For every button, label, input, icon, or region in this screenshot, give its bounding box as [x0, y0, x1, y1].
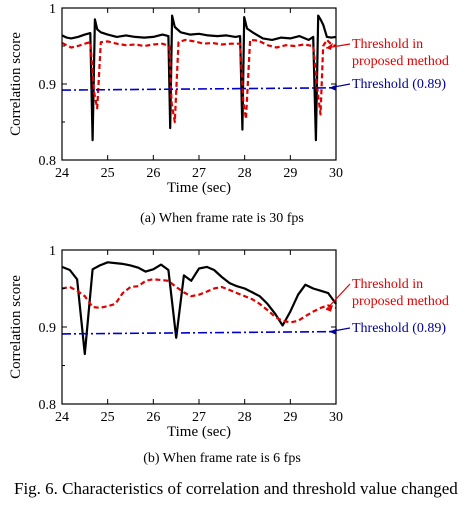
y-tick-label: 0.9	[39, 78, 57, 93]
proposed-threshold-arrowhead	[326, 304, 333, 312]
y-tick-label: 0.8	[39, 154, 57, 169]
proposed-threshold-line	[61, 38, 337, 124]
chart-a: 24 25 26 27 28 29 30 0.8 0.9 1 Time (sec) Correlati…	[8, 2, 449, 226]
fixed-threshold-line	[61, 87, 337, 91]
proposed-threshold-arrowhead	[326, 43, 333, 50]
x-tick-label: 30	[329, 166, 343, 181]
plot-frame	[61, 249, 337, 405]
x-tick-label: 28	[238, 410, 252, 425]
x-tick-label: 26	[146, 410, 160, 425]
x-tick-label: 28	[238, 166, 252, 181]
fixed-threshold-line	[61, 330, 337, 335]
x-tick-label: 30	[329, 410, 343, 425]
correlation-line	[61, 261, 337, 356]
fixed-threshold-label: Threshold (0.89)	[352, 77, 446, 92]
x-tick-label: 27	[192, 410, 206, 425]
proposed-threshold-line	[61, 278, 337, 324]
x-tick-label: 24	[55, 166, 69, 181]
x-axis-label: Time (sec)	[167, 180, 231, 196]
chart-b: 24 25 26 27 28 29 30 0.8 0.9 1 Time (sec) Correlati…	[8, 244, 449, 466]
proposed-threshold-label-line1: Threshold in	[352, 277, 423, 292]
x-tick-label: 25	[101, 166, 115, 181]
y-tick-label: 1	[49, 2, 56, 17]
subplot-caption: (a) When frame rate is 30 fps	[140, 211, 304, 226]
y-tick-label: 0.8	[39, 398, 57, 413]
subplot-caption: (b) When frame rate is 6 fps	[143, 451, 301, 466]
proposed-threshold-label-line2: proposed method	[352, 294, 449, 309]
fixed-threshold-label: Threshold (0.89)	[352, 321, 446, 336]
y-axis-label: Correlation score	[8, 32, 24, 136]
y-tick-label: 1	[49, 244, 56, 259]
x-tick-label: 25	[101, 410, 115, 425]
fixed-threshold-arrowhead	[329, 84, 337, 91]
x-tick-label: 26	[146, 166, 160, 181]
y-tick-label: 0.9	[39, 321, 57, 336]
fixed-threshold-arrowhead	[329, 328, 337, 335]
x-tick-label: 29	[283, 410, 297, 425]
correlation-line	[61, 14, 337, 142]
x-tick-label: 24	[55, 410, 69, 425]
x-tick-label: 27	[192, 166, 206, 181]
plot-frame	[61, 7, 337, 161]
figure-canvas: 24 25 26 27 28 29 30 0.8 0.9 1 Time (sec) Correlati…	[8, 2, 449, 466]
x-tick-label: 29	[283, 166, 297, 181]
figure-caption: Fig. 6. Characteristics of correlation a…	[14, 479, 458, 498]
proposed-threshold-label-line2: proposed method	[352, 54, 449, 69]
x-axis-label: Time (sec)	[167, 424, 231, 440]
y-axis-label: Correlation score	[8, 275, 24, 379]
proposed-threshold-label-line1: Threshold in	[352, 37, 423, 52]
proposed-threshold-arrow	[325, 283, 351, 311]
